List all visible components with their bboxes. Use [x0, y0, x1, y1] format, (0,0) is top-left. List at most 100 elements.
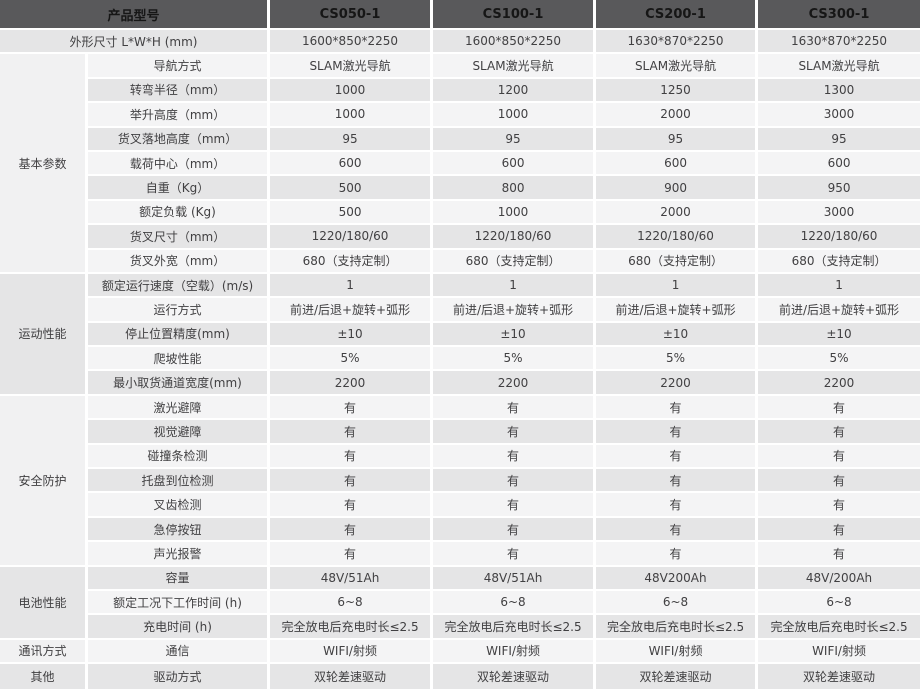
value-cell: ±10 [270, 322, 434, 348]
param-label-cell: 碰撞条检测 [88, 444, 271, 470]
value-cell: 前进/后退+旋转+弧形 [596, 298, 759, 323]
value-cell: 1630*870*2250 [758, 30, 920, 55]
value-cell: WIFI/射频 [270, 639, 434, 665]
value-cell: 完全放电后充电时长≤2.5 [596, 615, 759, 640]
value-cell: 2200 [596, 371, 759, 396]
spec-row: 举升高度（mm） 1000 1000 2000 3000 [0, 103, 920, 128]
value-cell: 500 [270, 200, 434, 226]
value-cell: 有 [270, 517, 434, 543]
value-cell: 双轮差速驱动 [433, 664, 597, 689]
value-cell: 有 [758, 469, 920, 494]
value-cell: 1220/180/60 [433, 225, 597, 250]
value-cell: 完全放电后充电时长≤2.5 [270, 615, 434, 640]
value-cell: 5% [596, 347, 759, 372]
spec-row: 额定负载 (Kg) 500 1000 2000 3000 [0, 200, 920, 226]
value-cell: WIFI/射频 [596, 639, 759, 665]
param-label-cell: 激光避障 [88, 395, 271, 421]
value-cell: 950 [758, 176, 920, 201]
value-cell: 48V/51Ah [270, 566, 434, 591]
value-cell: 1000 [433, 103, 597, 128]
param-label-cell: 爬坡性能 [88, 347, 271, 372]
value-cell: 有 [596, 469, 759, 494]
spec-row: 外形尺寸 L*W*H (mm) 1600*850*2250 1600*850*225… [0, 30, 920, 55]
value-cell: 5% [270, 347, 434, 372]
value-cell: 完全放电后充电时长≤2.5 [758, 615, 920, 640]
value-cell: 2000 [596, 200, 759, 226]
param-label-cell: 急停按钮 [88, 517, 271, 543]
value-cell: 有 [758, 420, 920, 445]
param-label-cell: 货叉外宽（mm） [88, 249, 271, 274]
value-cell: 有 [433, 395, 597, 421]
param-label-cell: 外形尺寸 L*W*H (mm) [0, 30, 271, 55]
value-cell: 有 [433, 469, 597, 494]
group-cell: 安全防护 [0, 395, 88, 567]
value-cell: 6~8 [758, 591, 920, 616]
value-cell: 1300 [758, 79, 920, 104]
param-label-cell: 货叉尺寸（mm） [88, 225, 271, 250]
value-cell: 5% [758, 347, 920, 372]
value-cell: 双轮差速驱动 [596, 664, 759, 689]
value-cell: 前进/后退+旋转+弧形 [270, 298, 434, 323]
table-header: 产品型号 CS050-1 CS100-1 CS200-1 CS300-1 [0, 0, 920, 30]
value-cell: SLAM激光导航 [270, 54, 434, 79]
value-cell: 前进/后退+旋转+弧形 [433, 298, 597, 323]
spec-row: 货叉外宽（mm） 680（支持定制） 680（支持定制） 680（支持定制） 680（支… [0, 249, 920, 274]
value-cell: 2200 [270, 371, 434, 396]
value-cell: 800 [433, 176, 597, 201]
spec-row: 叉齿检测有有有有 [0, 493, 920, 518]
param-label-cell: 举升高度（mm） [88, 103, 271, 128]
param-label-cell: 视觉避障 [88, 420, 271, 445]
group-cell: 电池性能 [0, 566, 88, 640]
group-cell: 其他 [0, 664, 88, 689]
value-cell: 1250 [596, 78, 759, 104]
value-cell: 1220/180/60 [758, 225, 920, 250]
spec-row: 声光报警有有有有 [0, 542, 920, 567]
value-cell: 有 [433, 420, 597, 445]
value-cell: 有 [270, 493, 434, 518]
value-cell: 1200 [433, 78, 597, 104]
spec-row: 自重（Kg） 500 800 900 950 [0, 176, 920, 201]
value-cell: 3000 [758, 103, 920, 128]
value-cell: 1000 [270, 103, 434, 128]
value-cell: 680（支持定制） [758, 250, 920, 274]
param-label-cell: 充电时间 (h) [88, 615, 271, 640]
spec-row: 额定工况下工作时间 (h) 6~8 6~8 6~8 6~8 [0, 590, 920, 616]
value-cell: 600 [758, 152, 920, 177]
value-cell: 95 [270, 127, 434, 152]
spec-row: 载荷中心（mm） 600 600 600 600 [0, 151, 920, 177]
header-row: 产品型号 CS050-1 CS100-1 CS200-1 CS300-1 [0, 0, 920, 30]
value-cell: 2200 [758, 371, 920, 396]
value-cell: 有 [758, 518, 920, 543]
param-label-cell: 货叉落地高度（mm） [88, 127, 271, 152]
value-cell: 前进/后退+旋转+弧形 [758, 298, 920, 323]
value-cell: 600 [596, 151, 759, 177]
value-cell: 有 [433, 542, 597, 567]
value-cell: 900 [596, 176, 759, 201]
value-cell: 有 [758, 542, 920, 567]
value-cell: 680（支持定制） [270, 249, 434, 274]
value-cell: 1220/180/60 [596, 225, 759, 250]
value-cell: 1000 [433, 200, 597, 226]
value-cell: 5% [433, 347, 597, 372]
group-cell: 基本参数 [0, 54, 88, 274]
value-cell: 6~8 [596, 590, 759, 616]
value-cell: 有 [758, 445, 920, 470]
param-label-cell: 载荷中心（mm） [88, 151, 271, 177]
value-cell: 6~8 [433, 590, 597, 616]
param-label-cell: 额定负载 (Kg) [88, 200, 271, 226]
spec-row: 急停按钮有有有有 [0, 517, 920, 543]
value-cell: 95 [596, 127, 759, 152]
value-cell: 48V/200Ah [758, 567, 920, 591]
value-cell: 有 [596, 493, 759, 518]
value-cell: 1600*850*2250 [270, 30, 434, 55]
param-label-cell: 容量 [88, 566, 271, 591]
value-cell: 1 [270, 273, 434, 299]
value-cell: 有 [596, 444, 759, 470]
value-cell: 95 [758, 128, 920, 152]
spec-row: 安全防护 激光避障有有有有 [0, 395, 920, 567]
value-cell: SLAM激光导航 [596, 54, 759, 79]
spec-row: 基本参数 导航方式 SLAM激光导航 SLAM激光导航 SLAM激光导航 SLAM激光导航 [0, 54, 920, 274]
param-label-cell: 停止位置精度(mm) [88, 322, 271, 348]
value-cell: 双轮差速驱动 [803, 669, 876, 684]
